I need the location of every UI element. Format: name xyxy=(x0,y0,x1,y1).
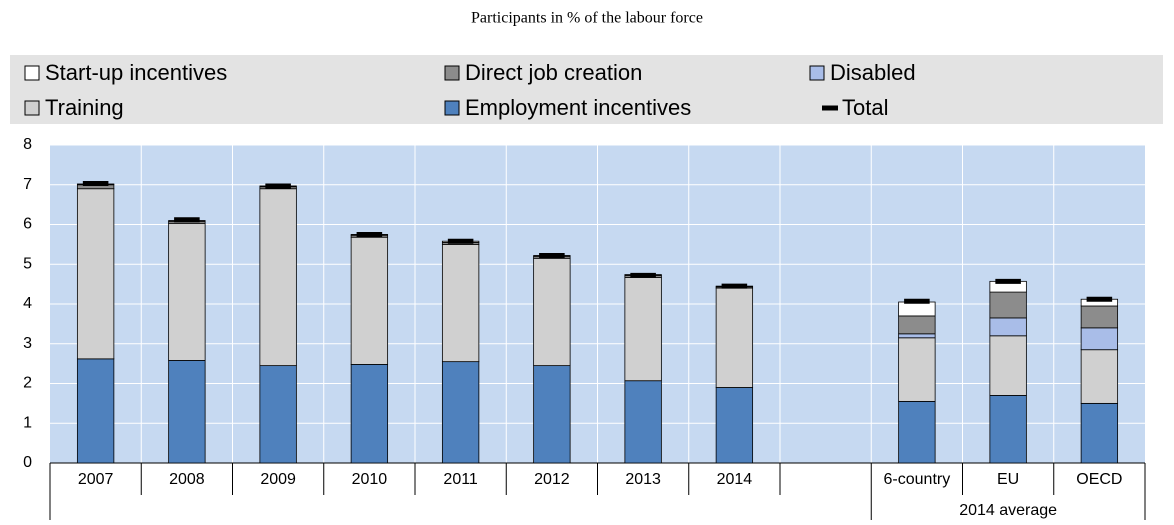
x-tick-label: OECD xyxy=(1076,471,1122,488)
legend-swatch xyxy=(444,100,460,116)
bar-segment xyxy=(624,380,662,464)
bar-segment xyxy=(989,335,1027,396)
bar-segment xyxy=(1080,327,1119,351)
y-tick-label: 6 xyxy=(23,216,32,233)
bar-segment xyxy=(168,222,206,361)
y-tick-label: 5 xyxy=(23,255,32,272)
bar-segment xyxy=(1080,349,1119,404)
bar-segment xyxy=(533,365,571,464)
bar-segment xyxy=(259,365,297,464)
y-tick-label: 1 xyxy=(23,414,32,431)
x-tick-label: 2012 xyxy=(534,471,570,488)
bar-segment xyxy=(259,188,297,367)
y-tick-label: 0 xyxy=(23,454,32,471)
legend-swatch xyxy=(24,65,40,81)
legend-box xyxy=(10,55,1163,124)
bar-segment xyxy=(76,358,115,464)
x-tick-label: 6-country xyxy=(884,471,951,488)
bar-segment xyxy=(715,387,754,464)
x-tick-label: 2008 xyxy=(169,471,205,488)
y-tick-label: 8 xyxy=(23,136,32,153)
bar-segment xyxy=(989,395,1027,464)
legend-swatch xyxy=(444,65,460,81)
bar-segment xyxy=(624,276,662,382)
bar-segment xyxy=(441,243,480,363)
bar-segment xyxy=(533,257,571,367)
group-label: 2014 average xyxy=(959,502,1057,519)
bar-segment xyxy=(441,361,480,464)
x-tick-label: 2009 xyxy=(260,471,296,488)
y-tick-label: 2 xyxy=(23,375,32,392)
legend-label: Training xyxy=(45,95,124,120)
legend-swatch xyxy=(24,100,40,116)
bar-segment xyxy=(898,315,936,335)
x-tick-label: 2013 xyxy=(625,471,661,488)
legend-label: Direct job creation xyxy=(465,60,642,85)
y-tick-label: 3 xyxy=(23,335,32,352)
x-tick-label: EU xyxy=(997,471,1019,488)
bar-segment xyxy=(898,400,936,464)
chart-title: Participants in % of the labour force xyxy=(471,10,703,27)
legend-label: Employment incentives xyxy=(465,95,691,120)
legend-label: Disabled xyxy=(830,60,916,85)
bar-segment xyxy=(989,317,1027,337)
legend-label: Start-up incentives xyxy=(45,60,227,85)
x-tick-label: 2007 xyxy=(78,471,114,488)
bar-segment xyxy=(898,301,936,317)
bar-segment xyxy=(898,337,936,402)
x-tick-label: 2014 xyxy=(717,471,753,488)
x-tick-label: 2011 xyxy=(443,471,478,488)
bar-segment xyxy=(989,291,1027,319)
legend-swatch xyxy=(809,65,825,81)
y-tick-label: 4 xyxy=(23,295,32,312)
bar-segment xyxy=(715,287,754,388)
bar-segment xyxy=(1080,305,1119,329)
bar-segment xyxy=(898,333,936,339)
bar-segment xyxy=(350,364,389,464)
legend-label: Total xyxy=(842,95,888,120)
bar-segment xyxy=(168,360,206,464)
x-tick-label: 2010 xyxy=(352,471,388,488)
y-tick-label: 7 xyxy=(23,176,32,193)
bar-segment xyxy=(350,236,389,365)
bar-segment xyxy=(76,188,115,360)
bar-segment xyxy=(1080,402,1119,464)
